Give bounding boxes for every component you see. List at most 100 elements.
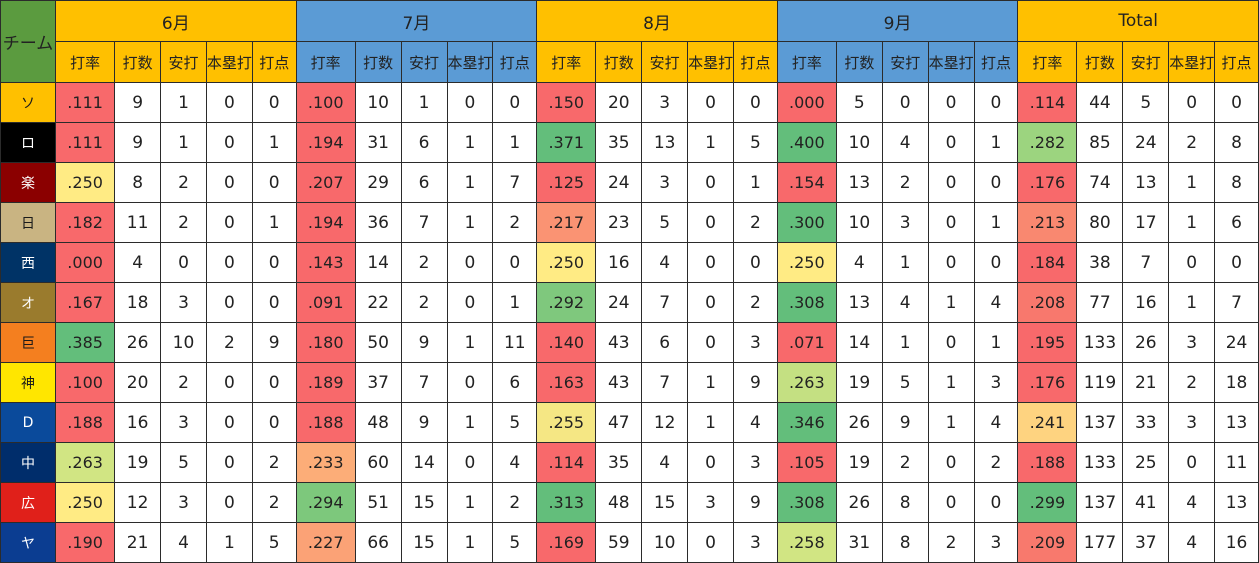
stat-cell: 0 (251, 162, 297, 203)
team-name-cell: ソ (0, 82, 57, 123)
team-name-cell: 巨 (0, 322, 57, 363)
stat-cell: 3 (732, 522, 778, 563)
column-header: 打数 (1076, 41, 1124, 83)
stat-cell: 8 (1214, 162, 1259, 203)
stat-cell: 0 (687, 282, 734, 323)
stat-cell: 8 (114, 162, 162, 203)
stat-cell: 0 (251, 282, 297, 323)
stat-cell: 85 (1076, 122, 1124, 163)
column-header: 本塁打 (687, 41, 734, 83)
stat-cell: 10 (835, 122, 883, 163)
stat-cell: 0 (732, 242, 778, 283)
stat-cell: 26 (835, 402, 883, 443)
batting-average-cell: .167 (55, 282, 116, 323)
stat-cell: 4 (1168, 522, 1216, 563)
stat-cell: 1 (927, 402, 975, 443)
batting-average-cell: .300 (776, 202, 837, 243)
stat-cell: 0 (205, 162, 253, 203)
stat-cell: 137 (1076, 482, 1124, 523)
stat-cell: 0 (205, 402, 253, 443)
stat-cell: 13 (1214, 402, 1259, 443)
stat-cell: 5 (251, 522, 297, 563)
stat-cell: 33 (1122, 402, 1170, 443)
stat-cell: 35 (595, 442, 643, 483)
batting-average-cell: .176 (1017, 362, 1078, 403)
team-name-cell: ヤ (0, 522, 57, 563)
stat-cell: 1 (446, 522, 494, 563)
stat-cell: 0 (687, 242, 734, 283)
stat-cell: 3 (881, 202, 929, 243)
stat-cell: 5 (1122, 82, 1170, 123)
batting-average-cell: .250 (776, 242, 837, 283)
stat-cell: 1 (492, 282, 538, 323)
team-name-cell: 西 (0, 242, 57, 283)
stat-cell: 0 (687, 162, 734, 203)
stat-cell: 17 (1122, 202, 1170, 243)
batting-average-cell: .263 (776, 362, 837, 403)
stat-cell: 4 (641, 242, 689, 283)
batting-average-cell: .091 (295, 282, 356, 323)
column-header: 打数 (354, 41, 402, 83)
stat-cell: 51 (354, 482, 402, 523)
team-name-cell: D (0, 402, 57, 443)
stat-cell: 2 (400, 282, 448, 323)
stat-cell: 1 (251, 202, 297, 243)
stat-cell: 3 (687, 482, 734, 523)
batting-average-cell: .100 (55, 362, 116, 403)
stat-cell: 3 (973, 522, 1019, 563)
header-row-columns: 打率 打数 安打 本塁打 打点 打率 打数 安打 本塁打 打点 打率 打数 安打 本塁打 打点 打率 打数 安打本… (1, 41, 1259, 83)
batting-average-cell: .208 (1017, 282, 1078, 323)
stat-cell: 1 (687, 122, 734, 163)
stat-cell: 7 (400, 202, 448, 243)
stat-cell: 1 (973, 322, 1019, 363)
stat-cell: 41 (1122, 482, 1170, 523)
batting-average-cell: .227 (295, 522, 356, 563)
column-header: 本塁打 (927, 41, 975, 83)
batting-average-cell: .184 (1017, 242, 1078, 283)
stat-cell: 1 (687, 402, 734, 443)
column-header: 安打 (1122, 41, 1170, 83)
stat-cell: 1 (1168, 162, 1216, 203)
stat-cell: 21 (1122, 362, 1170, 403)
table-row: 巨 .385 26 10 2 9.180 50 9 1 11.140 43 6 0 3.071 14 1 0 1.… (0, 322, 1259, 363)
stat-cell: 15 (641, 482, 689, 523)
column-header: 打数 (595, 41, 643, 83)
stat-cell: 4 (492, 442, 538, 483)
group-header: Total (1017, 0, 1259, 42)
stat-cell: 0 (881, 82, 929, 123)
stat-cell: 0 (927, 322, 975, 363)
stat-cell: 3 (1168, 402, 1216, 443)
stat-cell: 0 (1168, 242, 1216, 283)
table-row: 日 .182 11 2 0 1.194 36 7 1 2.217 23 5 0 2.300 10 3 0 1.21… (0, 202, 1259, 243)
stat-cell: 1 (973, 202, 1019, 243)
batting-average-cell: .100 (295, 82, 356, 123)
stat-cell: 0 (927, 442, 975, 483)
stat-cell: 16 (1122, 282, 1170, 323)
stat-cell: 0 (1168, 442, 1216, 483)
stat-cell: 1 (446, 122, 494, 163)
batting-average-cell: .180 (295, 322, 356, 363)
stat-cell: 133 (1076, 322, 1124, 363)
batting-average-cell: .176 (1017, 162, 1078, 203)
stat-cell: 15 (400, 522, 448, 563)
stat-cell: 1 (927, 362, 975, 403)
group-header: 8月 (536, 0, 778, 42)
stat-cell: 1 (446, 202, 494, 243)
stat-cell: 6 (1214, 202, 1259, 243)
stat-cell: 0 (687, 522, 734, 563)
column-header: 安打 (881, 41, 929, 83)
stat-cell: 8 (881, 522, 929, 563)
table-row: 西 .000 4 0 0 0.143 14 2 0 0.250 16 4 0 0.250 4 1 0 0.184 3… (0, 242, 1259, 283)
team-name-cell: 広 (0, 482, 57, 523)
stat-cell: 0 (205, 282, 253, 323)
stat-cell: 26 (114, 322, 162, 363)
batting-average-cell: .282 (1017, 122, 1078, 163)
stat-cell: 10 (354, 82, 402, 123)
stat-cell: 1 (446, 322, 494, 363)
stat-cell: 0 (1214, 242, 1259, 283)
column-header: 打点 (1214, 41, 1259, 83)
stat-cell: 0 (446, 82, 494, 123)
stat-cell: 14 (835, 322, 883, 363)
column-header: 打率 (295, 41, 356, 83)
